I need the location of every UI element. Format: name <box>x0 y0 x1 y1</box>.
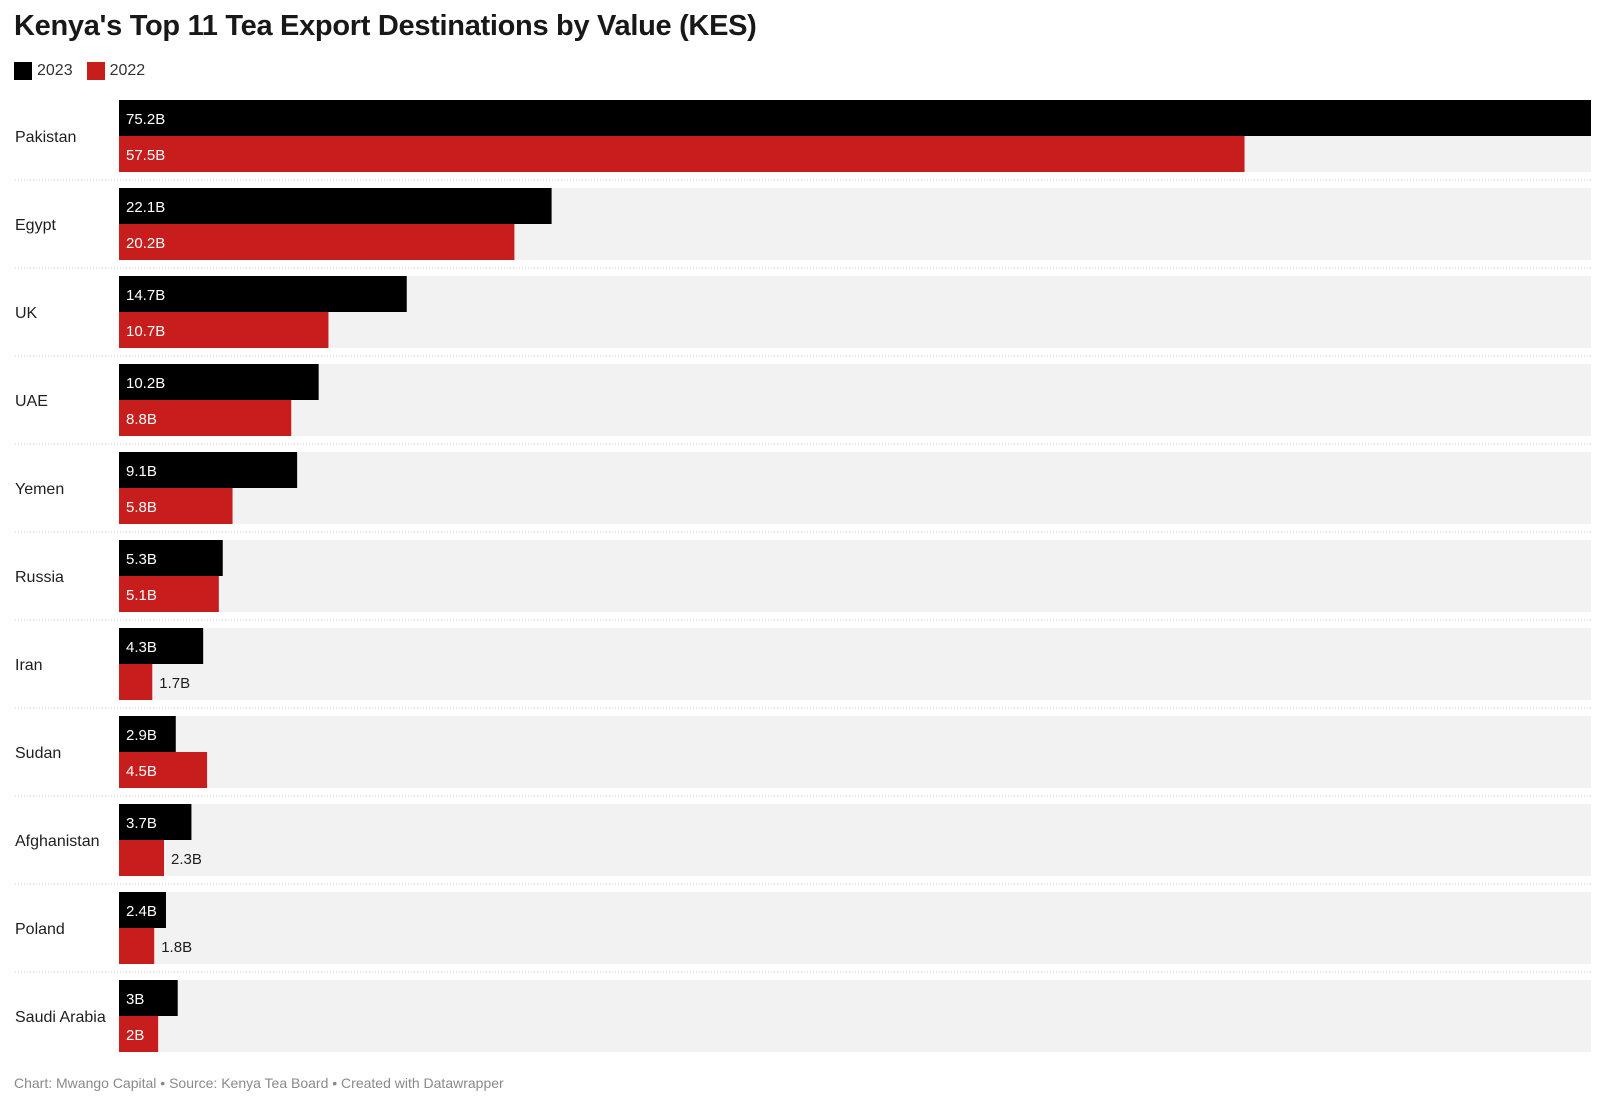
data-label-2022-egypt: 20.2B <box>126 235 165 252</box>
category-label-uae: UAE <box>15 393 48 410</box>
data-label-2022-afghanistan: 2.3B <box>171 851 202 868</box>
chart-footer: Chart: Mwango Capital • Source: Kenya Te… <box>14 1075 504 1091</box>
data-label-2023-sudan: 2.9B <box>126 727 157 744</box>
data-label-2023-saudi-arabia: 3B <box>126 991 144 1008</box>
category-label-sudan: Sudan <box>15 745 61 762</box>
bar-track-russia <box>119 540 1591 612</box>
bar-2023-saudi-arabia <box>119 980 178 1016</box>
bar-2022-sudan <box>119 752 208 788</box>
bar-2022-russia <box>119 576 219 612</box>
bar-track-uae <box>119 364 1591 436</box>
legend-label-2022: 2022 <box>109 62 146 79</box>
category-label-uk: UK <box>15 305 38 322</box>
category-label-iran: Iran <box>15 657 43 674</box>
bar-track-yemen <box>119 452 1591 524</box>
data-label-2022-uk: 10.7B <box>126 323 165 340</box>
legend-label-2023: 2023 <box>37 62 73 79</box>
bar-2022-saudi-arabia <box>119 1016 159 1052</box>
bar-2022-uk <box>119 312 329 348</box>
data-label-2023-uk: 14.7B <box>126 287 165 304</box>
bar-2023-egypt <box>119 188 552 224</box>
bar-track-saudi-arabia <box>119 980 1591 1052</box>
bar-track-iran <box>119 628 1591 700</box>
data-label-2023-afghanistan: 3.7B <box>126 815 157 832</box>
bar-2023-yemen <box>119 452 298 488</box>
category-label-afghanistan: Afghanistan <box>15 833 100 850</box>
data-label-2023-egypt: 22.1B <box>126 199 165 216</box>
category-label-pakistan: Pakistan <box>15 129 76 146</box>
data-label-2022-poland: 1.8B <box>161 939 192 956</box>
category-label-egypt: Egypt <box>15 217 56 234</box>
bar-2022-yemen <box>119 488 233 524</box>
legend-item-2022: 2022 <box>86 62 146 80</box>
bar-2023-pakistan <box>119 100 1591 136</box>
legend-swatch-2022 <box>86 62 105 80</box>
data-label-2022-yemen: 5.8B <box>126 499 157 516</box>
bar-track-poland <box>119 892 1591 964</box>
data-label-2023-uae: 10.2B <box>126 375 165 392</box>
bar-2022-poland <box>119 928 155 964</box>
bar-2022-pakistan <box>119 136 1245 172</box>
data-label-2022-saudi-arabia: 2B <box>126 1027 144 1044</box>
category-label-saudi-arabia: Saudi Arabia <box>15 1009 106 1026</box>
data-label-2022-uae: 8.8B <box>126 411 157 428</box>
bar-2023-poland <box>119 892 166 928</box>
bar-track-sudan <box>119 716 1591 788</box>
legend-item-2023: 2023 <box>14 62 73 80</box>
chart-legend: 2023 2022 <box>14 62 159 80</box>
category-label-yemen: Yemen <box>15 481 64 498</box>
bar-2023-russia <box>119 540 223 576</box>
bar-2023-sudan <box>119 716 176 752</box>
data-label-2023-russia: 5.3B <box>126 551 157 568</box>
chart-title: Kenya's Top 11 Tea Export Destinations b… <box>14 10 757 42</box>
data-label-2023-pakistan: 75.2B <box>126 111 165 128</box>
bar-2022-afghanistan <box>119 840 165 876</box>
category-label-poland: Poland <box>15 921 65 938</box>
data-label-2023-iran: 4.3B <box>126 639 157 656</box>
data-label-2023-yemen: 9.1B <box>126 463 157 480</box>
bar-2023-afghanistan <box>119 804 192 840</box>
bar-2023-uae <box>119 364 319 400</box>
data-label-2023-poland: 2.4B <box>126 903 157 920</box>
bar-track-afghanistan <box>119 804 1591 876</box>
data-label-2022-sudan: 4.5B <box>126 763 157 780</box>
bar-2022-iran <box>119 664 153 700</box>
bar-2022-egypt <box>119 224 515 260</box>
category-label-russia: Russia <box>15 569 64 586</box>
data-label-2022-russia: 5.1B <box>126 587 157 604</box>
data-label-2022-pakistan: 57.5B <box>126 147 165 164</box>
data-label-2022-iran: 1.7B <box>159 675 190 692</box>
bar-2023-iran <box>119 628 204 664</box>
bar-2022-uae <box>119 400 292 436</box>
legend-swatch-2023 <box>14 62 32 80</box>
bar-2023-uk <box>119 276 407 312</box>
